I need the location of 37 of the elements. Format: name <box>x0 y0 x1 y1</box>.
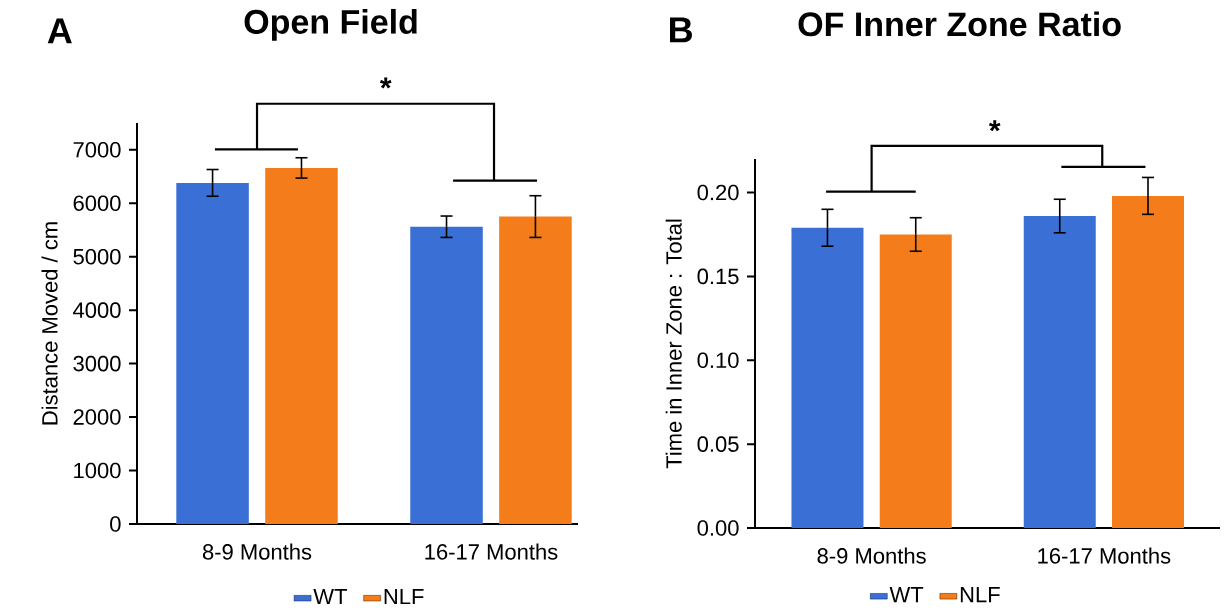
y-tick-label: 1000 <box>74 462 121 479</box>
y-axis-title: Time in Inner Zone : Total <box>665 219 682 469</box>
text: A <box>47 18 72 44</box>
y-tick-label: 0.15 <box>697 268 739 285</box>
legend-label: NLF <box>384 588 424 605</box>
legend-label: WT <box>313 588 347 605</box>
bar <box>410 226 483 524</box>
x-tick-label: 8-9 Months <box>202 543 312 560</box>
y-tick-label: 5000 <box>73 248 121 265</box>
bar <box>176 182 249 524</box>
bar <box>791 227 864 528</box>
bar <box>1023 216 1096 528</box>
y-tick-label: 0.05 <box>697 436 739 452</box>
y-tick-label: 0.20 <box>697 184 739 201</box>
chart-title: Open Field <box>244 8 417 41</box>
y-axis-title: Distance Moved / cm <box>41 222 58 425</box>
bar <box>879 234 952 528</box>
y-tick-label: 0 <box>110 516 121 532</box>
x-tick-label: 8-9 Months <box>817 547 926 564</box>
y-tick-label: 7000 <box>73 141 121 158</box>
bar <box>499 216 572 524</box>
text: B <box>670 17 692 43</box>
y-tick-label: 2000 <box>73 409 121 425</box>
y-tick-label: 0.00 <box>697 520 739 536</box>
y-tick-label: 3000 <box>73 355 121 372</box>
bar <box>265 167 338 524</box>
text: * <box>988 120 1001 132</box>
chart-title: OF Inner Zone Ratio <box>798 11 1121 37</box>
y-tick-label: 0.10 <box>697 352 739 369</box>
x-tick-label: 16-17 Months <box>1038 547 1171 564</box>
legend-label: WT <box>889 587 924 603</box>
bar <box>1112 195 1185 528</box>
legend-label: NLF <box>960 587 1000 603</box>
x-tick-label: 16-17 Months <box>425 543 558 560</box>
y-tick-label: 6000 <box>73 195 121 211</box>
y-tick-label: 4000 <box>73 302 121 318</box>
text: * <box>379 77 392 89</box>
